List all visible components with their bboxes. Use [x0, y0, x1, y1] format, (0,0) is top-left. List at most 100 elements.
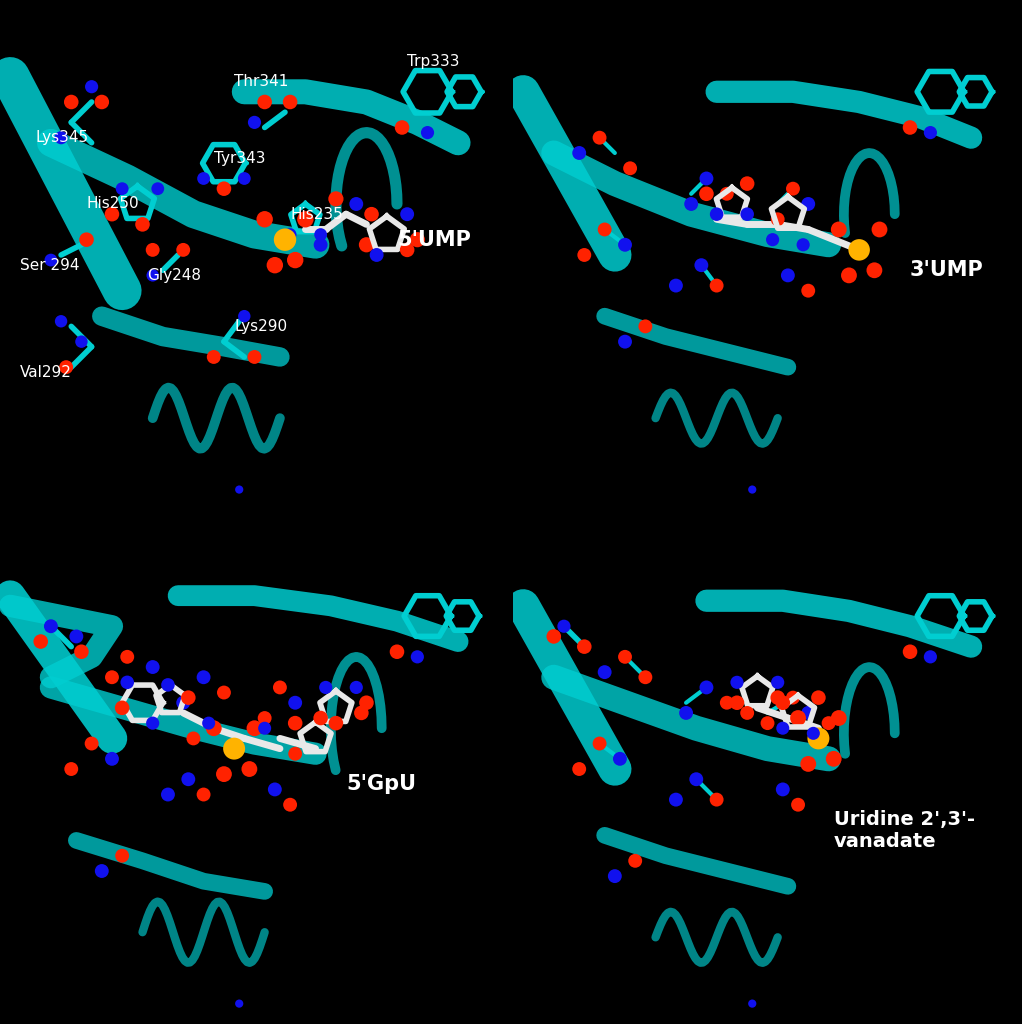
- Point: [272, 679, 288, 695]
- Point: [200, 715, 217, 731]
- Point: [33, 633, 49, 650]
- Point: [287, 745, 304, 762]
- Point: [637, 318, 653, 335]
- Point: [698, 170, 714, 186]
- Point: [831, 221, 847, 238]
- Point: [739, 705, 755, 721]
- Point: [409, 231, 425, 248]
- Text: Tyr343: Tyr343: [214, 151, 266, 166]
- Point: [246, 349, 263, 366]
- Point: [388, 643, 405, 659]
- Point: [328, 190, 344, 207]
- Point: [94, 863, 110, 880]
- Point: [195, 669, 212, 685]
- Point: [622, 160, 639, 176]
- Point: [120, 674, 135, 690]
- Point: [195, 786, 212, 803]
- Point: [556, 618, 572, 635]
- Point: [901, 120, 918, 136]
- Point: [231, 995, 247, 1012]
- Point: [257, 211, 273, 227]
- Point: [216, 766, 232, 782]
- Point: [216, 180, 232, 197]
- Point: [287, 694, 304, 711]
- Text: 3'UMP: 3'UMP: [910, 260, 984, 281]
- Point: [718, 694, 735, 711]
- Point: [195, 170, 212, 186]
- Point: [729, 674, 745, 690]
- Point: [149, 180, 166, 197]
- Point: [607, 868, 623, 885]
- Point: [53, 313, 69, 330]
- Point: [267, 781, 283, 798]
- Point: [821, 715, 837, 731]
- Point: [287, 715, 304, 731]
- Point: [43, 618, 59, 635]
- Point: [205, 349, 222, 366]
- Point: [134, 216, 150, 232]
- Point: [94, 94, 110, 111]
- Point: [678, 705, 694, 721]
- Point: [120, 648, 135, 665]
- Text: Uridine 2',3'-
vanadate: Uridine 2',3'- vanadate: [834, 810, 975, 851]
- Point: [698, 185, 714, 202]
- Point: [617, 334, 634, 350]
- Point: [744, 481, 760, 498]
- Point: [216, 684, 232, 700]
- Point: [867, 262, 883, 279]
- Point: [775, 694, 791, 711]
- Point: [144, 715, 160, 731]
- Point: [922, 124, 938, 140]
- Point: [313, 710, 329, 726]
- Point: [354, 705, 370, 721]
- Text: 5'UMP: 5'UMP: [397, 229, 471, 250]
- Point: [287, 252, 304, 268]
- Point: [267, 257, 283, 273]
- Point: [74, 334, 90, 350]
- Point: [84, 735, 100, 752]
- Point: [318, 679, 334, 695]
- Point: [790, 710, 806, 726]
- Point: [328, 715, 344, 731]
- Point: [114, 848, 131, 864]
- Point: [667, 278, 684, 294]
- Point: [841, 267, 857, 284]
- Point: [297, 211, 314, 227]
- Point: [688, 771, 704, 787]
- Point: [104, 669, 121, 685]
- Point: [144, 267, 160, 284]
- Point: [708, 792, 725, 808]
- Point: [592, 129, 608, 145]
- Point: [800, 705, 817, 721]
- Text: Ser 294: Ser 294: [20, 258, 80, 272]
- Point: [708, 278, 725, 294]
- Point: [175, 242, 191, 258]
- Point: [205, 720, 222, 736]
- Point: [597, 664, 613, 680]
- Text: Lys290: Lys290: [234, 318, 287, 334]
- Point: [810, 730, 827, 746]
- Point: [592, 735, 608, 752]
- Point: [63, 94, 80, 111]
- Point: [282, 94, 298, 111]
- Point: [43, 252, 59, 268]
- Point: [114, 699, 131, 716]
- Point: [359, 237, 375, 253]
- Point: [693, 257, 709, 273]
- Point: [637, 669, 653, 685]
- Point: [576, 638, 593, 654]
- Point: [246, 115, 263, 131]
- Point: [369, 247, 385, 263]
- Point: [922, 648, 938, 665]
- Point: [612, 751, 629, 767]
- Point: [775, 720, 791, 736]
- Point: [795, 237, 811, 253]
- Point: [785, 689, 801, 706]
- Point: [226, 740, 242, 757]
- Point: [236, 170, 252, 186]
- Point: [180, 771, 196, 787]
- Point: [114, 180, 131, 197]
- Point: [409, 648, 425, 665]
- Point: [144, 658, 160, 675]
- Point: [770, 689, 786, 706]
